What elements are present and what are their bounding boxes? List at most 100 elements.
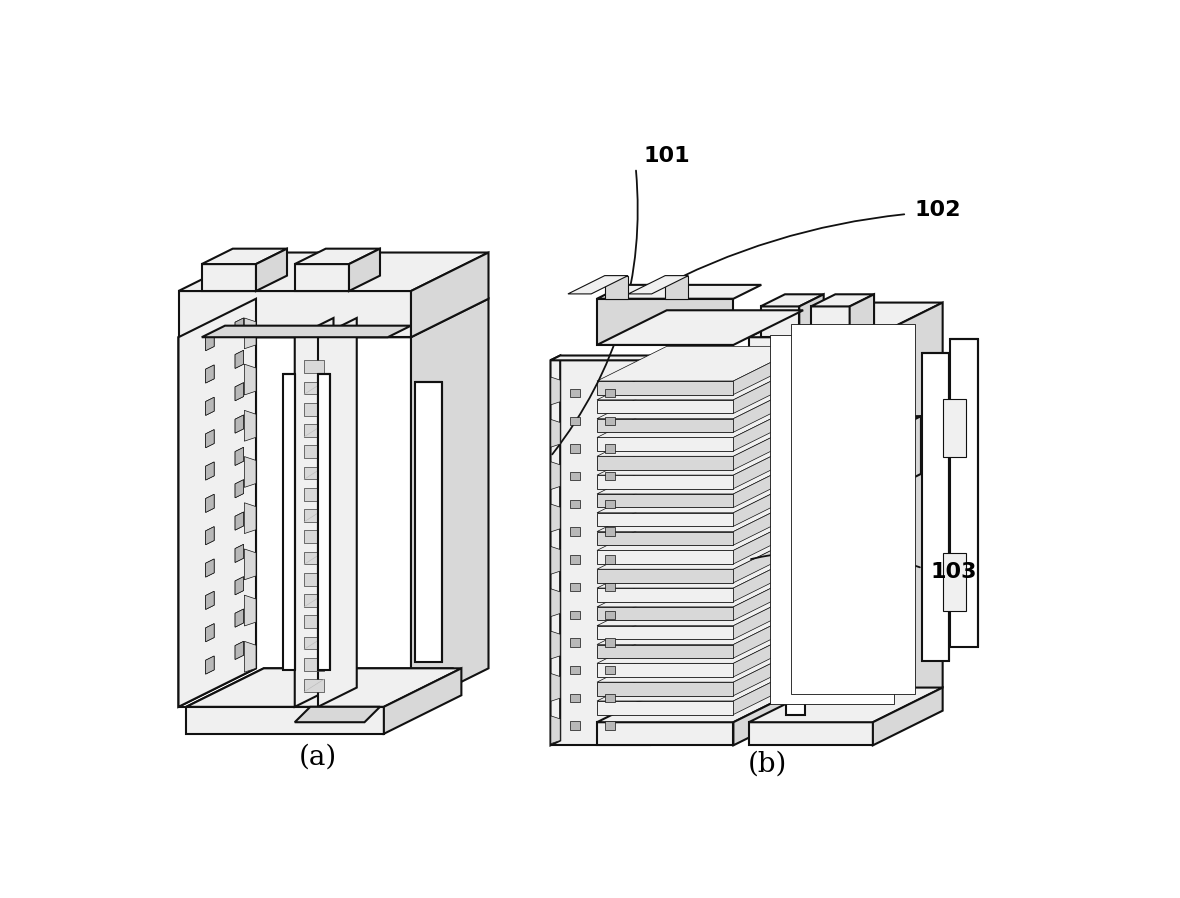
Polygon shape	[597, 550, 734, 564]
Polygon shape	[178, 299, 256, 707]
Polygon shape	[304, 551, 324, 564]
Polygon shape	[734, 534, 804, 583]
Polygon shape	[205, 623, 214, 642]
Polygon shape	[551, 589, 560, 617]
Polygon shape	[597, 610, 804, 645]
Polygon shape	[597, 607, 734, 621]
Polygon shape	[244, 641, 256, 673]
Polygon shape	[597, 591, 804, 626]
Polygon shape	[235, 350, 243, 368]
Polygon shape	[304, 360, 324, 373]
Polygon shape	[570, 527, 581, 536]
Polygon shape	[873, 303, 943, 722]
Polygon shape	[597, 701, 734, 715]
Polygon shape	[304, 637, 324, 649]
Polygon shape	[384, 668, 461, 734]
Polygon shape	[597, 494, 734, 507]
Polygon shape	[943, 399, 966, 456]
Polygon shape	[235, 609, 243, 627]
Polygon shape	[304, 467, 324, 480]
Polygon shape	[235, 641, 243, 659]
Polygon shape	[551, 547, 560, 574]
Polygon shape	[304, 488, 324, 500]
Polygon shape	[304, 679, 324, 691]
Polygon shape	[605, 555, 615, 564]
Polygon shape	[304, 531, 324, 543]
Polygon shape	[317, 374, 329, 670]
Polygon shape	[734, 497, 804, 545]
Polygon shape	[178, 338, 411, 707]
Text: (b): (b)	[748, 751, 787, 778]
Polygon shape	[597, 285, 761, 299]
Polygon shape	[873, 688, 943, 745]
Polygon shape	[734, 384, 804, 432]
Polygon shape	[597, 384, 804, 418]
Polygon shape	[295, 249, 380, 264]
Polygon shape	[244, 365, 256, 395]
Polygon shape	[597, 722, 734, 745]
Polygon shape	[799, 295, 824, 338]
Polygon shape	[235, 512, 243, 530]
Polygon shape	[886, 416, 920, 491]
Polygon shape	[178, 252, 489, 291]
Polygon shape	[551, 462, 560, 489]
Polygon shape	[205, 332, 214, 351]
Polygon shape	[605, 445, 615, 453]
Polygon shape	[205, 623, 214, 642]
Polygon shape	[304, 424, 324, 436]
Polygon shape	[244, 410, 256, 441]
Polygon shape	[202, 326, 411, 338]
Polygon shape	[304, 658, 324, 671]
Polygon shape	[734, 688, 804, 745]
Polygon shape	[761, 306, 799, 338]
Polygon shape	[568, 276, 628, 294]
Polygon shape	[551, 377, 560, 405]
Polygon shape	[202, 249, 287, 264]
Polygon shape	[235, 318, 243, 336]
Polygon shape	[235, 447, 243, 465]
Polygon shape	[597, 475, 734, 489]
Polygon shape	[295, 318, 334, 707]
Polygon shape	[769, 335, 893, 704]
Polygon shape	[597, 515, 804, 550]
Polygon shape	[551, 716, 560, 744]
Polygon shape	[597, 532, 734, 545]
Polygon shape	[244, 595, 256, 626]
Polygon shape	[570, 638, 581, 647]
Polygon shape	[570, 417, 581, 425]
Polygon shape	[551, 356, 560, 745]
Polygon shape	[605, 472, 615, 480]
Polygon shape	[597, 422, 804, 456]
Polygon shape	[605, 417, 615, 425]
Polygon shape	[734, 440, 804, 489]
Polygon shape	[570, 583, 581, 591]
Polygon shape	[244, 549, 256, 580]
Polygon shape	[734, 347, 804, 394]
Polygon shape	[415, 382, 442, 663]
Polygon shape	[605, 583, 615, 591]
Polygon shape	[205, 429, 214, 448]
Polygon shape	[551, 504, 560, 532]
Polygon shape	[597, 647, 804, 682]
Polygon shape	[304, 382, 324, 394]
Polygon shape	[570, 472, 581, 480]
Polygon shape	[256, 249, 287, 291]
Polygon shape	[411, 299, 489, 707]
Polygon shape	[597, 365, 804, 400]
Polygon shape	[666, 276, 688, 299]
Polygon shape	[205, 559, 214, 577]
Polygon shape	[597, 569, 734, 583]
Polygon shape	[597, 629, 804, 664]
Polygon shape	[304, 594, 324, 607]
Polygon shape	[597, 311, 804, 345]
Polygon shape	[605, 527, 615, 536]
Polygon shape	[202, 264, 256, 291]
Text: (a): (a)	[299, 744, 337, 770]
Polygon shape	[570, 445, 581, 453]
Polygon shape	[597, 588, 734, 602]
Polygon shape	[570, 721, 581, 730]
Polygon shape	[570, 694, 581, 702]
Polygon shape	[734, 403, 804, 451]
Polygon shape	[734, 591, 804, 639]
Polygon shape	[205, 429, 214, 448]
